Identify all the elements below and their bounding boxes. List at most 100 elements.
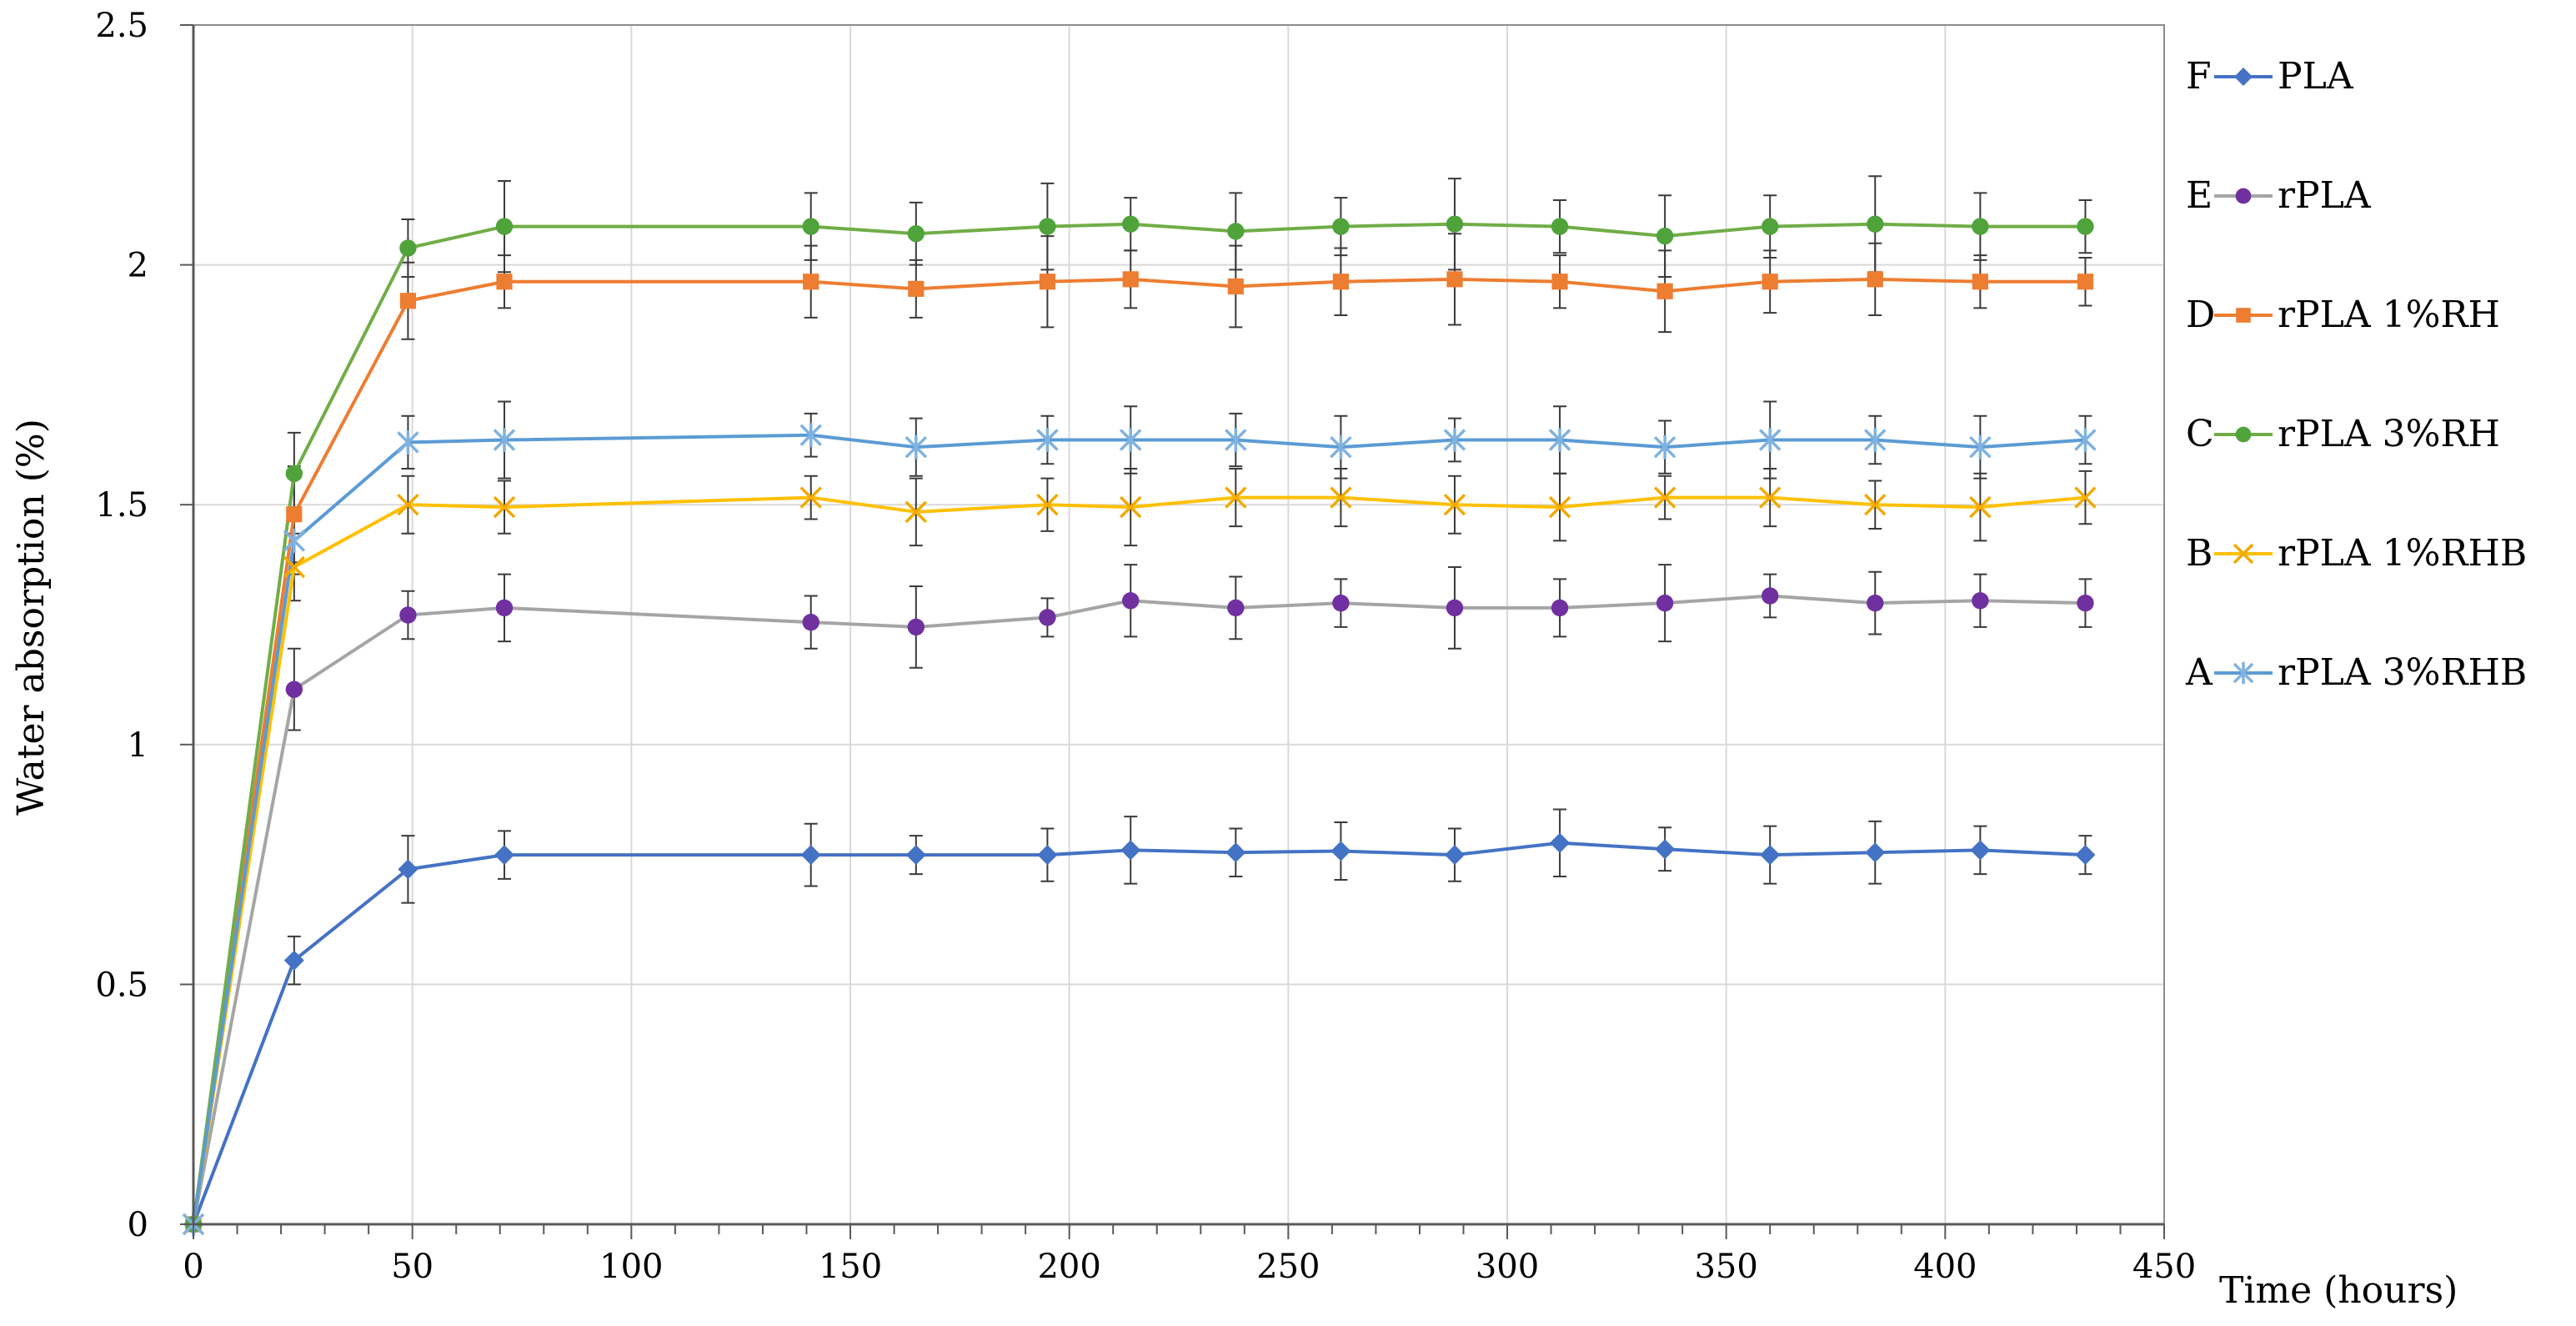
point-rpla-1-rh bbox=[1551, 274, 1568, 290]
point-rpla-1-rh bbox=[1446, 271, 1463, 288]
point-pla bbox=[1444, 845, 1465, 866]
x-tick-label: 400 bbox=[1913, 1248, 1977, 1286]
legend-label-pla: PLA bbox=[2278, 55, 2354, 98]
x-axis-title: Time (hours) bbox=[2219, 1269, 2458, 1312]
point-rpla-3-rhb bbox=[1758, 428, 1782, 452]
legend-letter-pla: F bbox=[2186, 55, 2212, 98]
x-tick-label: 100 bbox=[599, 1248, 663, 1286]
series-line-rpla bbox=[192, 594, 2086, 1225]
point-rpla-1-rhb bbox=[1036, 493, 1059, 516]
point-rpla-1-rhb bbox=[1225, 486, 1247, 509]
chart-grid bbox=[193, 24, 2165, 1224]
point-rpla bbox=[1039, 609, 1056, 626]
point-pla bbox=[1655, 839, 1676, 860]
legend-marker-rpla-3-rh bbox=[2235, 426, 2252, 443]
legend-letter-rpla-1-rhb: B bbox=[2186, 532, 2213, 575]
y-tick-label: 0.5 bbox=[95, 966, 148, 1004]
plot-frame bbox=[193, 24, 2165, 1225]
point-rpla-1-rhb bbox=[1119, 495, 1142, 519]
legend-letter-rpla-3-rhb: A bbox=[2185, 651, 2213, 694]
point-rpla-3-rh bbox=[1762, 218, 1779, 235]
point-rpla bbox=[285, 681, 303, 698]
point-rpla-1-rh bbox=[286, 506, 303, 523]
point-rpla-1-rh bbox=[803, 274, 819, 290]
point-rpla-3-rhb bbox=[1036, 428, 1059, 452]
point-rpla-1-rhb bbox=[1443, 493, 1466, 516]
point-rpla-3-rh bbox=[1446, 215, 1464, 233]
point-rpla-3-rh bbox=[802, 218, 819, 235]
point-pla bbox=[1225, 842, 1246, 863]
point-rpla bbox=[907, 618, 925, 636]
tick-labels: 0 50 100 150 200 250 300 350 400 450 0 0.5 1 1.5 2 2.5 bbox=[95, 7, 2196, 1286]
point-pla bbox=[1970, 840, 1991, 861]
point-rpla bbox=[1227, 599, 1245, 617]
point-rpla-1-rhb bbox=[1330, 486, 1352, 509]
point-pla bbox=[398, 859, 418, 880]
x-tick-label: 450 bbox=[2132, 1248, 2196, 1286]
legend-marker-rpla-3-rhb bbox=[2233, 661, 2254, 685]
point-rpla-3-rh bbox=[1122, 215, 1140, 233]
point-rpla-1-rhb bbox=[1864, 493, 1887, 516]
point-rpla-3-rh bbox=[1227, 223, 1245, 240]
point-pla bbox=[1331, 841, 1351, 861]
legend-letter-rpla-3-rh: C bbox=[2186, 413, 2214, 455]
point-rpla-1-rh bbox=[1972, 274, 1988, 290]
point-pla bbox=[1550, 832, 1571, 853]
point-rpla bbox=[1972, 592, 1989, 610]
x-tick-label: 250 bbox=[1256, 1248, 1320, 1286]
legend-label-rpla-1-rh: rPLA 1%RH bbox=[2278, 294, 2500, 336]
point-rpla-1-rhb bbox=[1969, 495, 1992, 519]
point-rpla-3-rh bbox=[285, 465, 303, 483]
point-rpla-1-rh bbox=[1332, 274, 1349, 290]
point-rpla-3-rhb bbox=[1969, 434, 1992, 460]
chart-axes bbox=[180, 24, 2165, 1239]
point-rpla bbox=[1867, 594, 1884, 612]
point-rpla-3-rhb bbox=[1548, 428, 1571, 452]
point-pla bbox=[905, 845, 926, 866]
point-rpla-1-rhb bbox=[1758, 486, 1782, 509]
x-tick-label: 350 bbox=[1694, 1248, 1757, 1286]
legend-label-rpla-3-rh: rPLA 3%RH bbox=[2278, 413, 2500, 455]
point-rpla-3-rh bbox=[1972, 218, 1989, 235]
series-lines bbox=[192, 222, 2086, 1225]
point-rpla-3-rh bbox=[907, 225, 925, 243]
series-markers bbox=[182, 215, 2097, 1237]
point-rpla-1-rhb bbox=[493, 495, 516, 519]
x-tick-label: 300 bbox=[1476, 1248, 1539, 1286]
x-tick-label: 150 bbox=[819, 1248, 882, 1286]
point-rpla-3-rhb bbox=[283, 528, 306, 553]
point-rpla-1-rh bbox=[908, 280, 925, 297]
point-rpla-3-rhb bbox=[1443, 428, 1466, 452]
point-pla bbox=[800, 845, 821, 866]
point-rpla bbox=[1762, 587, 1779, 605]
point-rpla-3-rh bbox=[495, 218, 514, 235]
legend-label-rpla-3-rhb: rPLA 3%RHB bbox=[2278, 651, 2527, 694]
point-pla bbox=[283, 950, 304, 971]
series-line-rpla-1-rh bbox=[192, 277, 2086, 1225]
point-rpla-3-rhb bbox=[1864, 428, 1887, 452]
point-rpla-1-rh bbox=[496, 274, 513, 290]
legend-marker-pla bbox=[2234, 68, 2253, 86]
point-rpla-1-rhb bbox=[2074, 486, 2097, 509]
y-tick-label: 1 bbox=[128, 726, 148, 765]
series-line-pla bbox=[192, 841, 2086, 1225]
legend-letter-rpla: E bbox=[2186, 174, 2213, 217]
error-bars bbox=[287, 175, 2092, 986]
point-rpla-1-rhb bbox=[1548, 495, 1571, 519]
point-rpla-3-rh bbox=[2077, 218, 2094, 235]
series-line-rpla-3-rh bbox=[192, 222, 2086, 1225]
point-rpla bbox=[495, 599, 514, 617]
point-rpla bbox=[2077, 594, 2094, 612]
legend-marker-rpla bbox=[2235, 188, 2252, 204]
point-pla bbox=[1037, 845, 1058, 866]
legend-label-rpla-1-rhb: rPLA 1%RHB bbox=[2278, 532, 2527, 575]
y-tick-label: 1.5 bbox=[95, 486, 148, 525]
x-tick-label: 50 bbox=[391, 1248, 434, 1286]
point-rpla-1-rh bbox=[2077, 274, 2094, 290]
point-rpla bbox=[1332, 594, 1350, 612]
point-rpla-3-rhb bbox=[397, 430, 419, 455]
point-rpla-3-rh bbox=[1656, 227, 1674, 245]
point-rpla-1-rh bbox=[1122, 271, 1139, 288]
point-pla bbox=[1760, 845, 1781, 866]
